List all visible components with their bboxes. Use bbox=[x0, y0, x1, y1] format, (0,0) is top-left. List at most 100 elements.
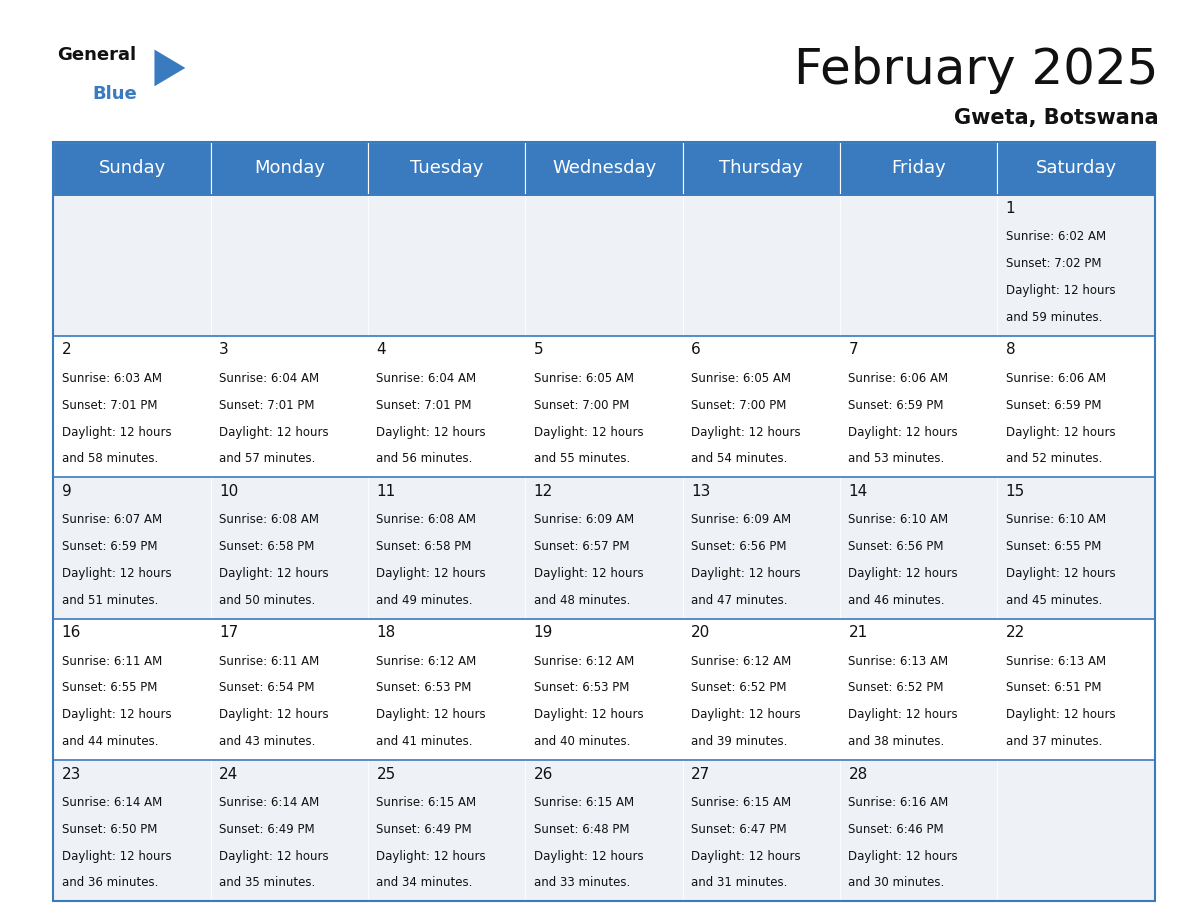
FancyBboxPatch shape bbox=[210, 619, 368, 760]
FancyBboxPatch shape bbox=[683, 619, 840, 760]
Text: Sunset: 7:00 PM: Sunset: 7:00 PM bbox=[533, 398, 630, 411]
FancyBboxPatch shape bbox=[525, 195, 683, 336]
FancyBboxPatch shape bbox=[840, 142, 998, 195]
Text: 15: 15 bbox=[1006, 484, 1025, 498]
Text: Daylight: 12 hours: Daylight: 12 hours bbox=[62, 850, 171, 863]
Text: 6: 6 bbox=[691, 342, 701, 357]
Text: and 54 minutes.: and 54 minutes. bbox=[691, 453, 788, 465]
Text: Daylight: 12 hours: Daylight: 12 hours bbox=[533, 709, 644, 722]
FancyBboxPatch shape bbox=[368, 142, 525, 195]
Text: Sunrise: 6:10 AM: Sunrise: 6:10 AM bbox=[1006, 513, 1106, 526]
Text: Sunrise: 6:12 AM: Sunrise: 6:12 AM bbox=[691, 655, 791, 667]
Text: Sunset: 7:01 PM: Sunset: 7:01 PM bbox=[62, 398, 157, 411]
FancyBboxPatch shape bbox=[683, 195, 840, 336]
FancyBboxPatch shape bbox=[683, 760, 840, 901]
Text: and 45 minutes.: and 45 minutes. bbox=[1006, 594, 1102, 607]
Text: Saturday: Saturday bbox=[1036, 160, 1117, 177]
Text: Sunrise: 6:06 AM: Sunrise: 6:06 AM bbox=[848, 372, 948, 385]
FancyBboxPatch shape bbox=[210, 760, 368, 901]
FancyBboxPatch shape bbox=[840, 760, 998, 901]
Text: Sunset: 6:55 PM: Sunset: 6:55 PM bbox=[1006, 540, 1101, 553]
FancyBboxPatch shape bbox=[53, 336, 210, 477]
Text: Daylight: 12 hours: Daylight: 12 hours bbox=[1006, 285, 1116, 297]
Text: Daylight: 12 hours: Daylight: 12 hours bbox=[848, 850, 958, 863]
FancyBboxPatch shape bbox=[53, 142, 210, 195]
Text: General: General bbox=[57, 46, 137, 64]
Text: and 47 minutes.: and 47 minutes. bbox=[691, 594, 788, 607]
Text: Daylight: 12 hours: Daylight: 12 hours bbox=[62, 426, 171, 439]
Text: Sunday: Sunday bbox=[99, 160, 166, 177]
Text: 17: 17 bbox=[219, 625, 239, 640]
Text: Sunset: 6:59 PM: Sunset: 6:59 PM bbox=[848, 398, 944, 411]
Text: Daylight: 12 hours: Daylight: 12 hours bbox=[691, 850, 801, 863]
Text: and 39 minutes.: and 39 minutes. bbox=[691, 735, 788, 748]
FancyBboxPatch shape bbox=[368, 760, 525, 901]
Text: 11: 11 bbox=[377, 484, 396, 498]
FancyBboxPatch shape bbox=[210, 336, 368, 477]
Text: Sunrise: 6:11 AM: Sunrise: 6:11 AM bbox=[219, 655, 320, 667]
Text: Daylight: 12 hours: Daylight: 12 hours bbox=[219, 709, 329, 722]
Text: and 48 minutes.: and 48 minutes. bbox=[533, 594, 630, 607]
Text: 25: 25 bbox=[377, 767, 396, 781]
Text: and 38 minutes.: and 38 minutes. bbox=[848, 735, 944, 748]
Text: Daylight: 12 hours: Daylight: 12 hours bbox=[377, 709, 486, 722]
Text: Sunrise: 6:05 AM: Sunrise: 6:05 AM bbox=[533, 372, 633, 385]
Polygon shape bbox=[154, 50, 185, 86]
FancyBboxPatch shape bbox=[998, 619, 1155, 760]
Text: Sunset: 7:01 PM: Sunset: 7:01 PM bbox=[377, 398, 472, 411]
Text: Sunrise: 6:09 AM: Sunrise: 6:09 AM bbox=[691, 513, 791, 526]
Text: Daylight: 12 hours: Daylight: 12 hours bbox=[219, 850, 329, 863]
Text: and 43 minutes.: and 43 minutes. bbox=[219, 735, 316, 748]
Text: Daylight: 12 hours: Daylight: 12 hours bbox=[848, 567, 958, 580]
Text: Daylight: 12 hours: Daylight: 12 hours bbox=[533, 850, 644, 863]
FancyBboxPatch shape bbox=[840, 195, 998, 336]
Text: Daylight: 12 hours: Daylight: 12 hours bbox=[219, 567, 329, 580]
FancyBboxPatch shape bbox=[53, 477, 210, 619]
FancyBboxPatch shape bbox=[998, 142, 1155, 195]
Text: Daylight: 12 hours: Daylight: 12 hours bbox=[691, 426, 801, 439]
Text: and 46 minutes.: and 46 minutes. bbox=[848, 594, 944, 607]
Text: and 58 minutes.: and 58 minutes. bbox=[62, 453, 158, 465]
Text: Daylight: 12 hours: Daylight: 12 hours bbox=[533, 426, 644, 439]
Text: 5: 5 bbox=[533, 342, 543, 357]
FancyBboxPatch shape bbox=[368, 619, 525, 760]
FancyBboxPatch shape bbox=[368, 195, 525, 336]
Text: Sunrise: 6:15 AM: Sunrise: 6:15 AM bbox=[533, 796, 634, 809]
Text: 1: 1 bbox=[1006, 201, 1016, 216]
Text: Sunset: 7:02 PM: Sunset: 7:02 PM bbox=[1006, 257, 1101, 270]
FancyBboxPatch shape bbox=[525, 336, 683, 477]
FancyBboxPatch shape bbox=[998, 195, 1155, 336]
Text: Friday: Friday bbox=[891, 160, 946, 177]
Text: Daylight: 12 hours: Daylight: 12 hours bbox=[1006, 709, 1116, 722]
Text: Sunset: 6:47 PM: Sunset: 6:47 PM bbox=[691, 823, 786, 835]
Text: Daylight: 12 hours: Daylight: 12 hours bbox=[848, 709, 958, 722]
Text: and 49 minutes.: and 49 minutes. bbox=[377, 594, 473, 607]
Text: 19: 19 bbox=[533, 625, 554, 640]
Text: Sunrise: 6:09 AM: Sunrise: 6:09 AM bbox=[533, 513, 634, 526]
Text: 18: 18 bbox=[377, 625, 396, 640]
Text: 7: 7 bbox=[848, 342, 858, 357]
Text: Daylight: 12 hours: Daylight: 12 hours bbox=[1006, 567, 1116, 580]
FancyBboxPatch shape bbox=[840, 477, 998, 619]
Text: Sunset: 6:54 PM: Sunset: 6:54 PM bbox=[219, 681, 315, 694]
FancyBboxPatch shape bbox=[998, 336, 1155, 477]
Text: Sunset: 6:57 PM: Sunset: 6:57 PM bbox=[533, 540, 630, 553]
Text: Blue: Blue bbox=[93, 85, 138, 104]
Text: 4: 4 bbox=[377, 342, 386, 357]
Text: 16: 16 bbox=[62, 625, 81, 640]
Text: Daylight: 12 hours: Daylight: 12 hours bbox=[1006, 426, 1116, 439]
Text: and 34 minutes.: and 34 minutes. bbox=[377, 877, 473, 890]
Text: Sunrise: 6:04 AM: Sunrise: 6:04 AM bbox=[219, 372, 320, 385]
Text: Sunset: 6:50 PM: Sunset: 6:50 PM bbox=[62, 823, 157, 835]
Text: Sunrise: 6:05 AM: Sunrise: 6:05 AM bbox=[691, 372, 791, 385]
Text: Daylight: 12 hours: Daylight: 12 hours bbox=[533, 567, 644, 580]
Text: Sunrise: 6:15 AM: Sunrise: 6:15 AM bbox=[377, 796, 476, 809]
Text: Sunset: 6:58 PM: Sunset: 6:58 PM bbox=[377, 540, 472, 553]
Text: and 36 minutes.: and 36 minutes. bbox=[62, 877, 158, 890]
FancyBboxPatch shape bbox=[210, 142, 368, 195]
Text: 27: 27 bbox=[691, 767, 710, 781]
Text: and 40 minutes.: and 40 minutes. bbox=[533, 735, 630, 748]
Text: Sunrise: 6:13 AM: Sunrise: 6:13 AM bbox=[848, 655, 948, 667]
Text: 26: 26 bbox=[533, 767, 554, 781]
FancyBboxPatch shape bbox=[525, 619, 683, 760]
